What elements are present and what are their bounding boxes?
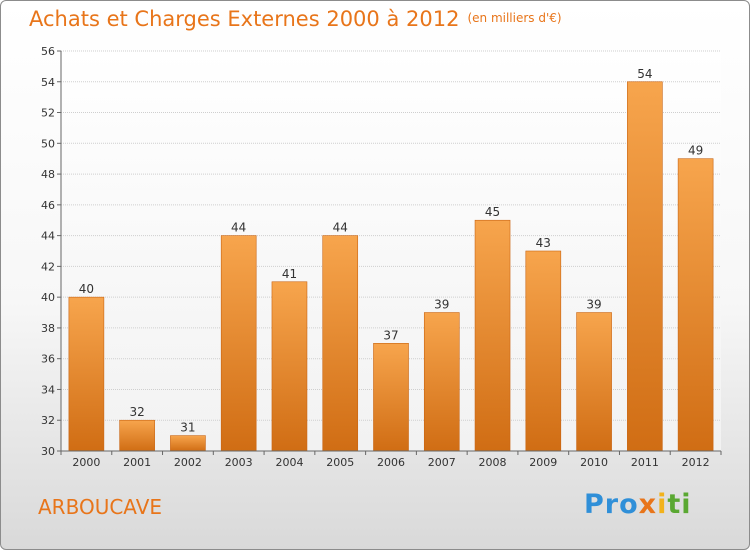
x-tick-label-2008: 2008	[479, 456, 507, 469]
logo-part-1: Pro	[584, 489, 639, 520]
bar-2012	[677, 158, 714, 452]
data-label-2007: 39	[434, 298, 449, 312]
bar-2000	[68, 296, 105, 452]
data-label-2004: 41	[282, 267, 297, 281]
bar-2010	[576, 312, 612, 452]
data-label-2000: 40	[79, 282, 94, 296]
logo-part-3: i	[657, 489, 668, 520]
data-label-2010: 39	[586, 298, 601, 312]
x-tick-label-2006: 2006	[377, 456, 405, 469]
bar-2001	[119, 419, 155, 452]
bar-2002	[170, 435, 206, 452]
commune-name: ARBOUCAVE	[38, 495, 163, 519]
y-tick-label: 36	[41, 353, 55, 366]
y-tick-label: 50	[41, 137, 55, 150]
x-tick-label-2004: 2004	[275, 456, 303, 469]
y-tick-label: 40	[41, 291, 55, 304]
data-label-2009: 43	[536, 236, 551, 250]
bar-2009	[525, 250, 562, 452]
y-tick-label: 56	[41, 45, 55, 58]
x-tick-label-2005: 2005	[326, 456, 354, 469]
y-tick-label: 30	[41, 445, 55, 458]
x-tick-label-2012: 2012	[682, 456, 710, 469]
data-label-2011: 54	[637, 67, 652, 81]
chart-title: Achats et Charges Externes 2000 à 2012 (e…	[29, 7, 562, 31]
logo-part-2: x	[638, 489, 658, 520]
x-tick-label-2007: 2007	[428, 456, 456, 469]
bar-2006	[373, 343, 409, 452]
data-label-2012: 49	[688, 144, 703, 158]
data-label-2003: 44	[231, 221, 246, 235]
bar-2007	[423, 312, 460, 452]
x-tick-label-2001: 2001	[123, 456, 151, 469]
bar-2004	[271, 281, 308, 452]
bar-2008	[474, 219, 511, 452]
y-tick-label: 48	[41, 168, 55, 181]
bar-2005	[322, 235, 359, 452]
y-tick-label: 34	[41, 383, 55, 396]
data-label-2001: 32	[130, 405, 145, 419]
y-tick-label: 38	[41, 322, 55, 335]
data-label-2005: 44	[333, 221, 348, 235]
logo-part-4: ti	[667, 489, 692, 520]
chart-title-text: Achats et Charges Externes 2000 à 2012	[29, 7, 460, 31]
x-tick-label-2011: 2011	[631, 456, 659, 469]
y-tick-label: 52	[41, 107, 55, 120]
y-tick-label: 46	[41, 199, 55, 212]
x-tick-label-2003: 2003	[225, 456, 253, 469]
y-tick-label: 44	[41, 230, 55, 243]
x-tick-label-2000: 2000	[72, 456, 100, 469]
y-tick-label: 42	[41, 260, 55, 273]
bar-2011	[627, 81, 663, 452]
y-tick-label: 32	[41, 414, 55, 427]
data-label-2006: 37	[383, 328, 398, 342]
x-tick-label-2010: 2010	[580, 456, 608, 469]
data-label-2002: 31	[180, 421, 195, 435]
x-tick-label-2002: 2002	[174, 456, 202, 469]
x-tick-label-2009: 2009	[529, 456, 557, 469]
chart-unit-note: (en milliers d'€)	[467, 11, 562, 25]
data-label-2008: 45	[485, 205, 500, 219]
proxiti-logo: Proxiti	[584, 489, 692, 520]
bar-2003	[220, 235, 257, 452]
y-tick-label: 54	[41, 76, 55, 89]
